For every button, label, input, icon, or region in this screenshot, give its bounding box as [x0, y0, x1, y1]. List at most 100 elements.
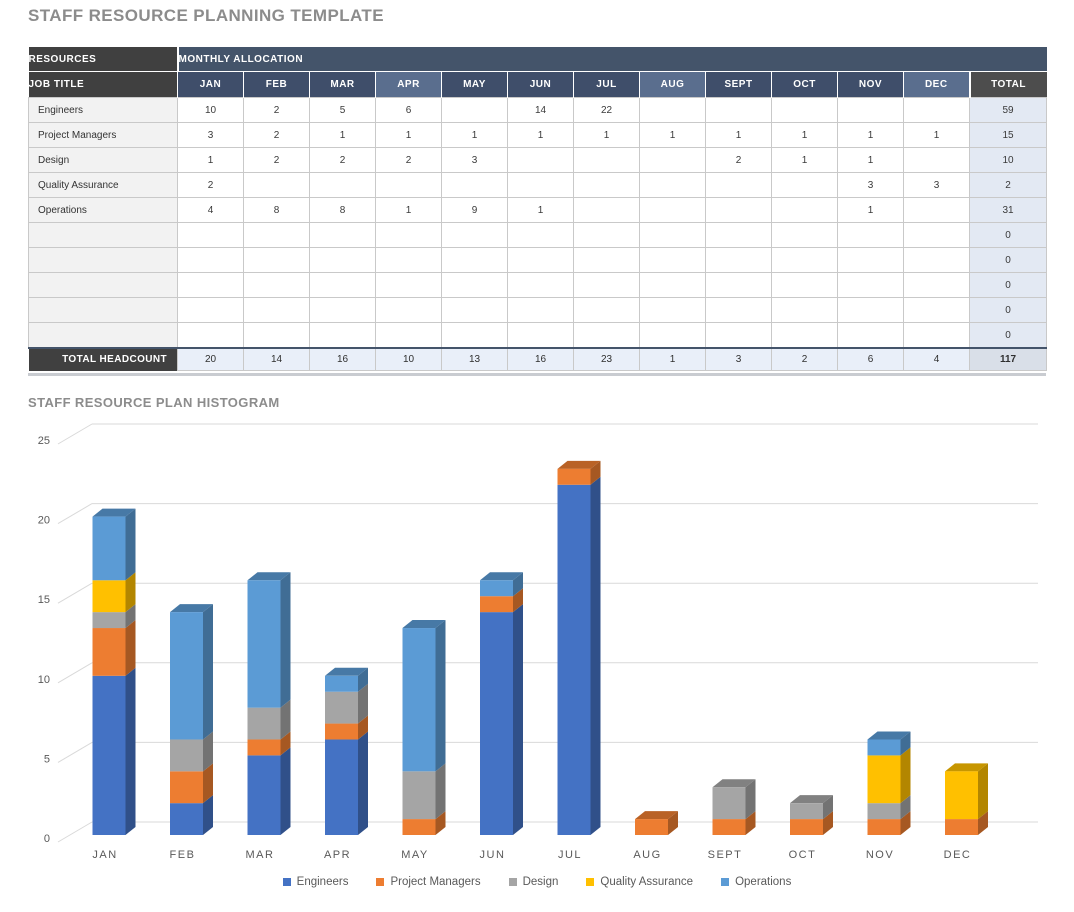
headcount-total-cell[interactable]: 2 [771, 347, 838, 371]
row-total-cell[interactable]: 0 [968, 297, 1048, 323]
allocation-cell[interactable] [573, 322, 640, 349]
allocation-cell[interactable]: 2 [705, 147, 772, 173]
allocation-cell[interactable] [309, 172, 376, 198]
allocation-cell[interactable] [771, 247, 838, 273]
headcount-total-cell[interactable]: 3 [705, 347, 772, 371]
allocation-cell[interactable] [573, 297, 640, 323]
allocation-cell[interactable] [573, 222, 640, 248]
allocation-cell[interactable] [771, 297, 838, 323]
allocation-cell[interactable] [705, 322, 772, 349]
job-title-cell[interactable]: Design [28, 147, 178, 173]
job-title-cell[interactable] [28, 272, 178, 298]
allocation-cell[interactable] [639, 272, 706, 298]
allocation-cell[interactable] [639, 322, 706, 349]
allocation-cell[interactable] [441, 222, 508, 248]
allocation-cell[interactable] [177, 222, 244, 248]
job-title-cell[interactable] [28, 222, 178, 248]
row-total-cell[interactable]: 0 [968, 247, 1048, 273]
job-title-cell[interactable]: Engineers [28, 97, 178, 123]
row-total-cell[interactable]: 10 [968, 147, 1048, 173]
allocation-cell[interactable] [705, 247, 772, 273]
allocation-cell[interactable] [903, 272, 970, 298]
allocation-cell[interactable] [375, 247, 442, 273]
row-total-cell[interactable]: 31 [968, 197, 1048, 223]
allocation-cell[interactable] [441, 97, 508, 123]
headcount-total-cell[interactable]: 16 [309, 347, 376, 371]
allocation-cell[interactable] [573, 272, 640, 298]
job-title-cell[interactable]: Project Managers [28, 122, 178, 148]
allocation-cell[interactable]: 1 [507, 197, 574, 223]
row-total-cell[interactable]: 2 [968, 172, 1048, 198]
allocation-cell[interactable] [375, 322, 442, 349]
allocation-cell[interactable] [705, 197, 772, 223]
allocation-cell[interactable]: 1 [573, 122, 640, 148]
row-total-cell[interactable]: 0 [968, 272, 1048, 298]
allocation-cell[interactable]: 3 [177, 122, 244, 148]
allocation-cell[interactable]: 22 [573, 97, 640, 123]
allocation-cell[interactable] [903, 222, 970, 248]
allocation-cell[interactable] [771, 172, 838, 198]
headcount-total-cell[interactable]: 14 [243, 347, 310, 371]
allocation-cell[interactable] [639, 297, 706, 323]
allocation-cell[interactable] [309, 297, 376, 323]
allocation-cell[interactable] [573, 197, 640, 223]
allocation-cell[interactable] [837, 322, 904, 349]
allocation-cell[interactable] [441, 272, 508, 298]
allocation-cell[interactable] [837, 297, 904, 323]
row-total-cell[interactable]: 0 [968, 222, 1048, 248]
headcount-total-cell[interactable]: 13 [441, 347, 508, 371]
allocation-cell[interactable]: 10 [177, 97, 244, 123]
allocation-cell[interactable] [507, 297, 574, 323]
allocation-cell[interactable] [375, 297, 442, 323]
allocation-cell[interactable] [507, 172, 574, 198]
allocation-cell[interactable] [177, 322, 244, 349]
allocation-cell[interactable] [441, 322, 508, 349]
allocation-cell[interactable] [639, 222, 706, 248]
headcount-total-cell[interactable]: 1 [639, 347, 706, 371]
allocation-cell[interactable] [177, 247, 244, 273]
allocation-cell[interactable]: 1 [441, 122, 508, 148]
headcount-total-cell[interactable]: 20 [177, 347, 244, 371]
allocation-cell[interactable]: 1 [837, 147, 904, 173]
allocation-cell[interactable]: 1 [177, 147, 244, 173]
allocation-cell[interactable] [507, 272, 574, 298]
job-title-cell[interactable] [28, 322, 178, 349]
allocation-cell[interactable] [177, 297, 244, 323]
allocation-cell[interactable] [705, 297, 772, 323]
allocation-cell[interactable] [375, 222, 442, 248]
job-title-cell[interactable] [28, 247, 178, 273]
allocation-cell[interactable]: 5 [309, 97, 376, 123]
allocation-cell[interactable] [243, 222, 310, 248]
allocation-cell[interactable] [837, 247, 904, 273]
allocation-cell[interactable]: 1 [837, 122, 904, 148]
allocation-cell[interactable] [177, 272, 244, 298]
allocation-cell[interactable] [639, 97, 706, 123]
allocation-cell[interactable]: 3 [837, 172, 904, 198]
allocation-cell[interactable]: 3 [903, 172, 970, 198]
allocation-cell[interactable]: 2 [243, 97, 310, 123]
allocation-cell[interactable] [903, 147, 970, 173]
allocation-cell[interactable] [243, 172, 310, 198]
allocation-cell[interactable] [243, 322, 310, 349]
allocation-cell[interactable]: 1 [705, 122, 772, 148]
allocation-cell[interactable]: 1 [639, 122, 706, 148]
allocation-cell[interactable] [309, 222, 376, 248]
allocation-cell[interactable] [441, 297, 508, 323]
headcount-total-cell[interactable]: 10 [375, 347, 442, 371]
allocation-cell[interactable] [639, 147, 706, 173]
allocation-cell[interactable] [507, 322, 574, 349]
headcount-total-cell[interactable]: 6 [837, 347, 904, 371]
allocation-cell[interactable] [771, 197, 838, 223]
allocation-cell[interactable] [375, 272, 442, 298]
allocation-cell[interactable] [771, 97, 838, 123]
allocation-cell[interactable]: 14 [507, 97, 574, 123]
allocation-cell[interactable]: 2 [243, 147, 310, 173]
allocation-cell[interactable] [507, 222, 574, 248]
allocation-cell[interactable] [837, 97, 904, 123]
allocation-cell[interactable] [705, 272, 772, 298]
allocation-cell[interactable] [573, 247, 640, 273]
allocation-cell[interactable] [903, 297, 970, 323]
allocation-cell[interactable]: 3 [441, 147, 508, 173]
allocation-cell[interactable] [705, 222, 772, 248]
allocation-cell[interactable] [243, 247, 310, 273]
